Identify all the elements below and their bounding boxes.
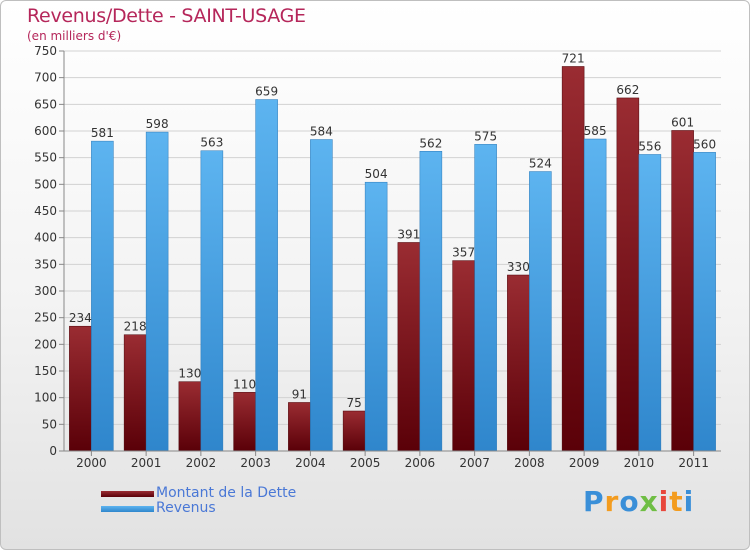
x-tick-label: 2010 <box>624 456 655 470</box>
dette-value-label: 330 <box>507 260 530 274</box>
revenus-value-label: 598 <box>146 117 169 131</box>
logo-letter: P <box>583 485 605 518</box>
dette-value-label: 601 <box>671 115 694 129</box>
revenus-bar <box>474 144 497 452</box>
legend-swatch-revenus <box>101 506 154 512</box>
y-tick-label: 100 <box>34 391 57 405</box>
revenus-bar <box>638 154 662 452</box>
y-tick-label: 550 <box>34 151 57 165</box>
dette-value-label: 218 <box>124 320 147 334</box>
legend-label-dette: Montant de la Dette <box>156 485 297 501</box>
revenus-bar <box>364 181 388 452</box>
logo-letter: r <box>604 485 620 518</box>
labels-layer: 234 581 218 598 130 563 110 659 91 584 75 504 391 562… <box>69 51 716 410</box>
revenus-value-label: 585 <box>584 124 607 138</box>
revenus-value-label: 575 <box>474 129 497 143</box>
revenus-value-label: 584 <box>310 125 333 139</box>
bars-layer <box>69 66 716 452</box>
revenus-bar <box>310 139 333 452</box>
logo-letter: i <box>658 485 670 518</box>
dette-bar <box>616 97 640 452</box>
revenus-bar <box>583 138 607 452</box>
x-tick-label: 2000 <box>76 456 107 470</box>
revenus-value-label: 504 <box>365 167 388 181</box>
dette-bar <box>671 130 694 452</box>
revenus-value-label: 562 <box>419 136 442 150</box>
dette-bar <box>288 402 311 452</box>
chart-title: Revenus/Dette - SAINT-USAGE <box>27 5 306 27</box>
y-tick-label: 200 <box>34 337 57 351</box>
x-tick-label: 2005 <box>350 456 381 470</box>
dette-value-label: 357 <box>452 246 475 260</box>
revenus-value-label: 524 <box>529 157 552 171</box>
dette-bar <box>123 334 147 452</box>
y-tick-label: 750 <box>34 44 57 58</box>
y-tick-label: 650 <box>34 97 57 111</box>
revenus-bar <box>255 99 278 452</box>
revenus-value-label: 581 <box>91 126 114 140</box>
grid-layer <box>64 50 721 452</box>
x-tick-label: 2004 <box>295 456 326 470</box>
logo-letter: t <box>669 485 684 518</box>
dette-bar <box>397 242 421 452</box>
dette-bar <box>178 381 202 452</box>
revenus-value-label: 560 <box>693 137 716 151</box>
dette-value-label: 662 <box>616 83 639 97</box>
y-tick-label: 450 <box>34 204 57 218</box>
y-tick-label: 400 <box>34 231 57 245</box>
dette-bar <box>452 260 475 452</box>
x-tick-label: 2001 <box>131 456 162 470</box>
dette-value-label: 234 <box>69 311 92 325</box>
y-tick-label: 0 <box>49 444 57 458</box>
revenus-value-label: 659 <box>255 85 278 99</box>
x-tick-label: 2006 <box>405 456 436 470</box>
y-tick-label: 50 <box>42 417 57 431</box>
y-tick-label: 300 <box>34 284 57 298</box>
y-tick-label: 250 <box>34 311 57 325</box>
dette-value-label: 130 <box>178 367 201 381</box>
revenus-bar <box>693 152 716 452</box>
chart-subtitle: (en milliers d'€) <box>27 29 122 43</box>
dette-bar <box>233 392 256 452</box>
dette-value-label: 75 <box>346 396 361 410</box>
legend-swatch-dette <box>101 491 154 497</box>
proxiti-logo: Proxiti <box>583 485 694 518</box>
dette-bar <box>69 325 92 452</box>
x-tick-label: 2002 <box>186 456 217 470</box>
dette-bar <box>561 66 585 452</box>
y-tick-label: 700 <box>34 71 57 85</box>
y-tick-label: 500 <box>34 177 57 191</box>
logo-letter: i <box>683 485 695 518</box>
dette-value-label: 721 <box>562 51 585 65</box>
x-tick-label: 2003 <box>240 456 271 470</box>
y-tick-label: 600 <box>34 124 57 138</box>
dette-value-label: 110 <box>233 377 256 391</box>
revenus-bar <box>419 151 443 452</box>
revenus-bar <box>145 131 169 452</box>
x-tick-label: 2007 <box>459 456 490 470</box>
logo-letter: x <box>639 485 659 518</box>
logo-letter: o <box>619 485 640 518</box>
x-tick-label: 2008 <box>514 456 545 470</box>
revenus-bar <box>91 140 114 452</box>
dette-value-label: 91 <box>292 387 307 401</box>
revenus-bar <box>529 171 552 452</box>
revenus-value-label: 556 <box>638 139 661 153</box>
dette-bar <box>342 410 366 452</box>
dette-value-label: 391 <box>397 227 420 241</box>
legend-label-revenus: Revenus <box>156 500 216 516</box>
revenus-bar <box>200 150 224 452</box>
dette-bar <box>507 274 530 452</box>
y-tick-label: 350 <box>34 257 57 271</box>
y-tick-label: 150 <box>34 364 57 378</box>
axis-layer: 0 50 100 150 200 250 300 350 400 450 500 550 600 650 7… <box>34 44 721 470</box>
revenus-value-label: 563 <box>200 136 223 150</box>
x-tick-label: 2011 <box>678 456 709 470</box>
x-tick-label: 2009 <box>569 456 600 470</box>
